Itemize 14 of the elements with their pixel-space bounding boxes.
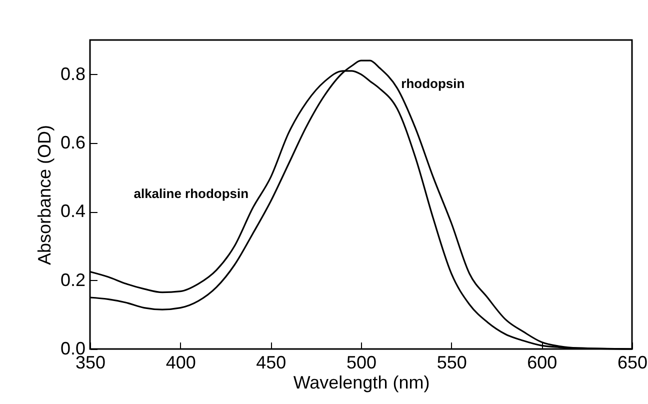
x-tick-label: 400 [166, 352, 196, 372]
x-tick-label: 600 [527, 352, 558, 372]
x-tick-label: 550 [436, 352, 467, 372]
x-tick-label: 650 [617, 352, 648, 372]
series-label: rhodopsin [401, 76, 465, 92]
x-tick-label: 450 [256, 352, 286, 372]
y-tick-label: 0.2 [60, 270, 86, 290]
y-tick-label: 0.4 [60, 201, 86, 222]
x-tick-label: 500 [346, 352, 377, 372]
y-axis-title: Absorbance (OD) [34, 124, 54, 266]
y-tick-label: 0.6 [60, 132, 86, 152]
series-label: alkaline rhodopsin [134, 186, 249, 202]
y-tick-label: 0.8 [60, 64, 86, 84]
x-axis-title: Wavelength (nm) [293, 372, 430, 392]
